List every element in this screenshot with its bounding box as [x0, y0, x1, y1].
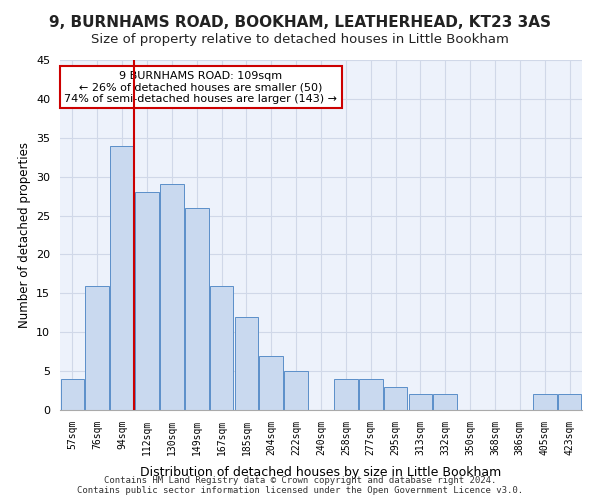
Bar	[210, 286, 233, 410]
Bar	[334, 379, 358, 410]
X-axis label: Distribution of detached houses by size in Little Bookham: Distribution of detached houses by size …	[140, 466, 502, 479]
Bar	[433, 394, 457, 410]
Bar	[284, 371, 308, 410]
Bar	[359, 379, 383, 410]
Bar	[409, 394, 432, 410]
Y-axis label: Number of detached properties: Number of detached properties	[17, 142, 31, 328]
Bar	[110, 146, 134, 410]
Text: Size of property relative to detached houses in Little Bookham: Size of property relative to detached ho…	[91, 32, 509, 46]
Bar	[384, 386, 407, 410]
Bar	[135, 192, 159, 410]
Bar	[235, 316, 258, 410]
Bar	[533, 394, 557, 410]
Bar	[61, 379, 84, 410]
Bar	[558, 394, 581, 410]
Bar	[160, 184, 184, 410]
Bar	[185, 208, 209, 410]
Text: 9, BURNHAMS ROAD, BOOKHAM, LEATHERHEAD, KT23 3AS: 9, BURNHAMS ROAD, BOOKHAM, LEATHERHEAD, …	[49, 15, 551, 30]
Bar	[85, 286, 109, 410]
Bar	[259, 356, 283, 410]
Text: Contains HM Land Registry data © Crown copyright and database right 2024.
Contai: Contains HM Land Registry data © Crown c…	[77, 476, 523, 495]
Text: 9 BURNHAMS ROAD: 109sqm
← 26% of detached houses are smaller (50)
74% of semi-de: 9 BURNHAMS ROAD: 109sqm ← 26% of detache…	[64, 70, 337, 104]
